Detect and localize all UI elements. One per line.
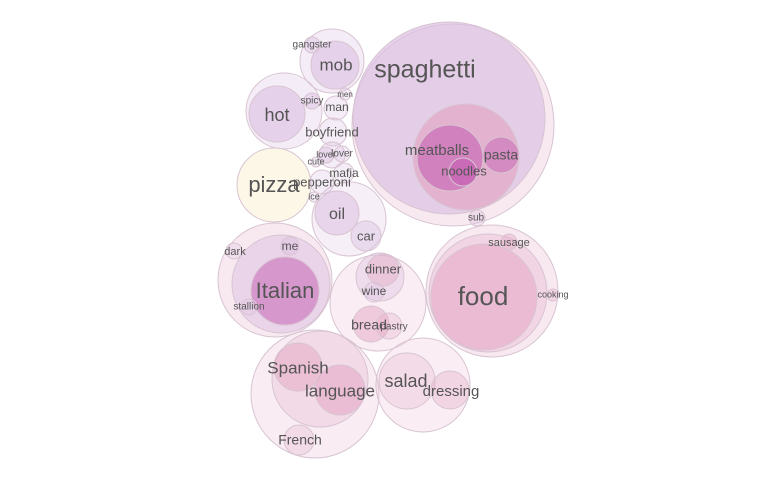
- bubble-label-italian: Italian: [256, 278, 315, 303]
- bubble-label-lover-big: lover: [331, 149, 353, 160]
- bubble-wine[interactable]: [363, 281, 385, 303]
- bubble-label-gangster: gangster: [293, 40, 333, 51]
- bubble-mob[interactable]: [310, 40, 360, 90]
- bubble-salad[interactable]: [378, 352, 436, 410]
- bubble-food[interactable]: [430, 243, 538, 351]
- bubble-car[interactable]: [350, 220, 382, 252]
- bubble-label-mafia: mafia: [329, 166, 359, 180]
- bubble-dark[interactable]: [225, 242, 243, 260]
- bubble-label-sub: sub: [468, 213, 485, 224]
- bubble-dressing[interactable]: [430, 370, 470, 410]
- bubble-pastry[interactable]: [375, 312, 403, 340]
- bubble-sausage[interactable]: [500, 233, 518, 251]
- bubble-label-spaghetti: spaghetti: [374, 56, 475, 84]
- bubble-oil[interactable]: [314, 190, 360, 236]
- bubble-label-cute: cute: [307, 156, 324, 166]
- bubble-gangster[interactable]: [303, 36, 321, 54]
- bubble-boyfriend[interactable]: [318, 117, 348, 147]
- bubble-french[interactable]: [283, 424, 315, 456]
- bubble-label-cooking: cooking: [537, 289, 568, 299]
- bubble-label-oil: oil: [329, 206, 345, 223]
- bubble-label-bread: bread: [351, 317, 387, 333]
- bubble-language[interactable]: [314, 364, 366, 416]
- bubble-label-sausage: sausage: [488, 237, 530, 249]
- bubble-label-man: man: [325, 100, 348, 114]
- bubble-label-food: food: [458, 281, 509, 311]
- bubble-label-meatballs: meatballs: [405, 142, 469, 159]
- bubble-label-spicy: spicy: [301, 96, 324, 107]
- bubble-mafia[interactable]: [333, 162, 355, 184]
- bubble-noodles[interactable]: [448, 157, 478, 187]
- bubble-label-salad: salad: [384, 371, 427, 391]
- bubble-pasta[interactable]: [482, 136, 520, 174]
- bubble-label-boyfriend: boyfriend: [305, 124, 358, 139]
- bubble-label-stallion: stallion: [233, 302, 264, 313]
- bubble-label-ice: ice: [308, 191, 320, 201]
- bubble-label-hot: hot: [264, 105, 289, 125]
- bubble-cute[interactable]: [310, 156, 322, 168]
- bubble-label-spanish: Spanish: [267, 358, 328, 377]
- bubble-lover-small[interactable]: [317, 146, 335, 164]
- bubble-hot[interactable]: [248, 85, 306, 143]
- bubble-label-pepperoni: pepperoni: [293, 174, 351, 189]
- bubble-label-dark: dark: [224, 246, 246, 258]
- bubble-stallion[interactable]: [240, 298, 258, 316]
- bubble-label-dressing: dressing: [423, 383, 480, 400]
- bubble-italian[interactable]: [250, 256, 320, 326]
- bubble-label-french: French: [278, 432, 322, 448]
- bubble-label-dinner: dinner: [365, 261, 402, 276]
- bubble-spicy[interactable]: [303, 92, 321, 110]
- bubble-label-pasta: pasta: [484, 147, 518, 163]
- bubble-label-language: language: [305, 381, 375, 400]
- bubble-label-pizza: pizza: [248, 172, 300, 197]
- bubble-cooking[interactable]: [546, 288, 560, 302]
- bubble-label-pastry: pastry: [380, 322, 407, 333]
- bubble-me[interactable]: [280, 236, 300, 256]
- bubble-bread[interactable]: [352, 305, 390, 343]
- bubble-label-mob: mob: [319, 55, 352, 74]
- bubble-spanish[interactable]: [273, 342, 323, 392]
- bubble-label-men: men: [337, 90, 353, 99]
- bubble-man[interactable]: [323, 95, 349, 121]
- bubble-label-me: me: [282, 239, 299, 253]
- bubble-label-wine: wine: [361, 284, 387, 298]
- bubble-label-lover-small: lover: [316, 149, 336, 159]
- bubble-dinner[interactable]: [366, 253, 400, 287]
- bubble-label-car: car: [357, 228, 376, 243]
- bubble-label-noodles: noodles: [441, 163, 487, 178]
- bubble-pizza[interactable]: [236, 147, 312, 223]
- bubble-sub[interactable]: [468, 209, 486, 227]
